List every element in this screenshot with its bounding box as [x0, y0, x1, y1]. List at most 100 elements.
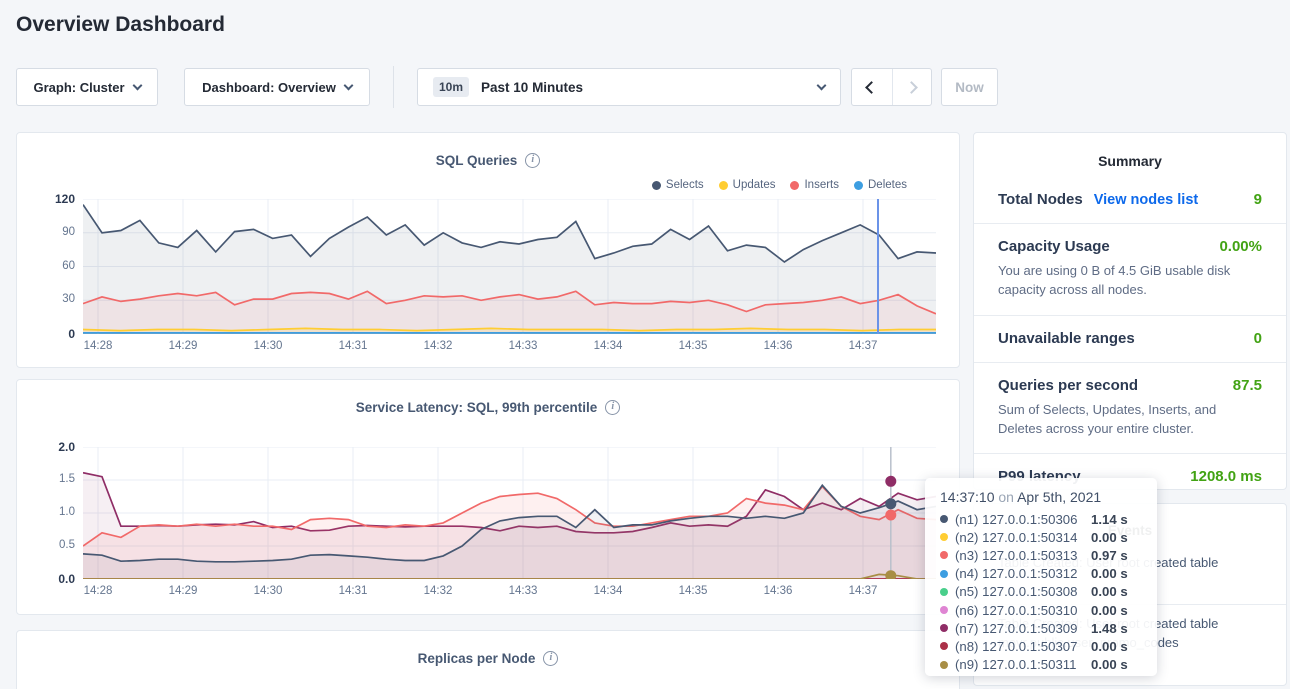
- graph-dropdown-label: Graph: Cluster: [33, 79, 125, 95]
- legend-item-updates[interactable]: Updates: [718, 179, 776, 191]
- y-axis-tick: 120: [54, 192, 75, 206]
- tooltip-node-row: (n1) 127.0.0.1:50306 1.14 s: [940, 510, 1143, 528]
- tooltip-node-value: 0.00 s: [1091, 638, 1128, 654]
- x-axis-tick: 14:31: [338, 585, 368, 597]
- chart-title-row: SQL Queries i: [17, 133, 959, 168]
- series-dot-icon: [940, 624, 948, 633]
- sql-queries-panel: SQL Queries i Selects Updates Inserts Delete…: [16, 132, 960, 416]
- legend-item-deletes[interactable]: Deletes: [854, 179, 907, 191]
- series-dot-icon: [940, 642, 948, 651]
- now-button-label: Now: [955, 79, 984, 95]
- time-range-dropdown[interactable]: 10m Past 10 Minutes: [417, 68, 841, 106]
- time-back-button[interactable]: [852, 69, 892, 105]
- now-button[interactable]: Now: [941, 68, 998, 106]
- series-dot-icon: [940, 660, 948, 669]
- y-axis-tick: 1.0: [59, 506, 75, 518]
- tooltip-node-row: (n5) 127.0.0.1:50308 0.00 s: [940, 583, 1143, 601]
- stat-label: Total Nodes: [998, 191, 1083, 208]
- x-axis-tick: 14:37: [848, 340, 878, 352]
- x-axis-tick: 14:28: [83, 340, 113, 352]
- tooltip-node-label: (n1) 127.0.0.1:50306: [955, 511, 1078, 527]
- toolbar-divider: [393, 66, 394, 108]
- x-axis-tick: 14:35: [678, 585, 708, 597]
- x-axis-tick: 14:34: [593, 585, 623, 597]
- legend-label: Updates: [732, 179, 776, 191]
- summary-stat-unavailable-ranges: Unavailable ranges 0: [974, 316, 1286, 363]
- stat-label: Queries per second: [998, 376, 1139, 394]
- time-forward-button[interactable]: [891, 69, 932, 105]
- stat-value: 1208.0 ms: [1190, 468, 1262, 486]
- stat-description: Sum of Selects, Updates, Inserts, and De…: [998, 401, 1217, 436]
- chart-title-row: Replicas per Node i: [17, 631, 959, 666]
- series-dot-icon: [940, 533, 948, 542]
- view-nodes-list-link[interactable]: View nodes list: [1093, 192, 1199, 208]
- service-latency-chart[interactable]: [83, 447, 936, 579]
- y-axis-tick: 60: [62, 259, 75, 272]
- y-axis-tick: 30: [62, 293, 75, 306]
- series-dot-icon: [940, 606, 948, 615]
- tooltip-timestamp: 14:37:10 on Apr 5th, 2021: [940, 489, 1143, 505]
- series-dot-icon: [940, 551, 948, 560]
- x-axis-tick: 14:35: [678, 340, 708, 352]
- replicas-per-node-panel: Replicas per Node i: [16, 630, 960, 689]
- x-axis-tick: 14:32: [423, 585, 453, 597]
- tooltip-node-value: 1.14 s: [1091, 511, 1128, 527]
- chart-title: Replicas per Node: [417, 650, 536, 666]
- x-axis-tick: 14:29: [168, 340, 198, 352]
- info-icon[interactable]: i: [605, 399, 621, 415]
- tooltip-rows: (n1) 127.0.0.1:50306 1.14 s (n2) 127.0.0…: [940, 510, 1143, 674]
- legend-dot-icon: [854, 180, 863, 190]
- x-axis-tick: 14:33: [508, 340, 538, 352]
- info-icon[interactable]: i: [525, 152, 541, 168]
- tooltip-node-label: (n8) 127.0.0.1:50307: [955, 638, 1078, 654]
- x-axis-tick: 14:36: [763, 585, 793, 597]
- info-icon[interactable]: i: [543, 650, 559, 666]
- x-axis-tick: 14:31: [338, 340, 368, 352]
- legend-item-selects[interactable]: Selects: [651, 179, 704, 191]
- chart-title: Service Latency: SQL, 99th percentile: [355, 399, 598, 415]
- tooltip-node-row: (n9) 127.0.0.1:50311 0.00 s: [940, 656, 1143, 674]
- x-axis-tick: 14:30: [253, 340, 283, 352]
- legend-item-inserts[interactable]: Inserts: [790, 179, 839, 191]
- stat-value: 87.5: [1232, 376, 1262, 394]
- legend-label: Selects: [665, 179, 704, 191]
- y-axis-tick: 0: [68, 327, 75, 341]
- chart-hover-tooltip: 14:37:10 on Apr 5th, 2021 (n1) 127.0.0.1…: [925, 478, 1157, 676]
- legend-dot-icon: [718, 180, 728, 190]
- tooltip-date: Apr 5th, 2021: [1017, 489, 1102, 505]
- tooltip-node-row: (n7) 127.0.0.1:50309 1.48 s: [940, 619, 1143, 637]
- dashboard-dropdown-label: Dashboard: Overview: [202, 79, 336, 95]
- tooltip-node-label: (n6) 127.0.0.1:50310: [955, 602, 1078, 618]
- tooltip-node-value: 0.00 s: [1091, 657, 1128, 673]
- series-dot-icon: [940, 569, 948, 578]
- stat-value: 9: [1253, 191, 1262, 208]
- tooltip-node-label: (n2) 127.0.0.1:50314: [955, 529, 1078, 545]
- graph-dropdown[interactable]: Graph: Cluster: [16, 68, 158, 106]
- page-title: Overview Dashboard: [16, 13, 225, 36]
- tooltip-node-value: 0.00 s: [1091, 529, 1128, 545]
- tooltip-node-row: (n8) 127.0.0.1:50307 0.00 s: [940, 637, 1143, 655]
- tooltip-time: 14:37:10: [940, 489, 995, 505]
- sql-queries-chart[interactable]: [83, 199, 936, 334]
- y-axis-tick: 0.0: [58, 572, 75, 586]
- legend-label: Inserts: [804, 179, 839, 191]
- y-axis-tick: 2.0: [58, 440, 75, 454]
- tooltip-node-value: 0.00 s: [1091, 584, 1128, 600]
- tooltip-node-value: 0.00 s: [1091, 566, 1128, 582]
- chart-title-row: Service Latency: SQL, 99th percentile i: [17, 380, 959, 415]
- y-axis-tick: 0.5: [59, 539, 75, 551]
- tooltip-node-value: 1.48 s: [1091, 620, 1128, 636]
- tooltip-node-label: (n4) 127.0.0.1:50312: [955, 566, 1078, 582]
- tooltip-node-row: (n2) 127.0.0.1:50314 0.00 s: [940, 528, 1143, 546]
- stat-value: 0.00%: [1219, 238, 1262, 255]
- y-axis-tick: 1.5: [59, 473, 75, 485]
- chevron-right-icon: [905, 80, 919, 94]
- time-range-badge: 10m: [433, 77, 470, 97]
- summary-title: Summary: [1098, 153, 1162, 169]
- chart-legend: Selects Updates Inserts Deletes: [651, 179, 907, 191]
- dashboard-dropdown[interactable]: Dashboard: Overview: [184, 68, 370, 106]
- summary-stat-capacity-usage: Capacity Usage 0.00% You are using 0 B o…: [974, 224, 1286, 316]
- tooltip-node-value: 0.00 s: [1091, 602, 1128, 618]
- service-latency-panel: Service Latency: SQL, 99th percentile i 0…: [16, 379, 960, 615]
